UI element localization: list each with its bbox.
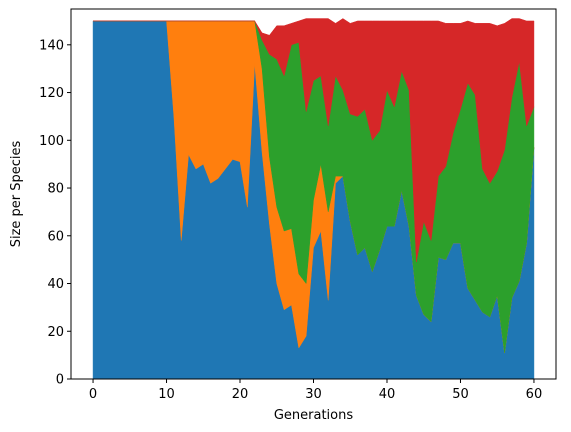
y-tick-label: 140: [39, 38, 64, 53]
x-tick-label: 20: [232, 387, 249, 402]
x-tick-label: 50: [452, 387, 469, 402]
y-tick-label: 20: [47, 325, 64, 340]
y-tick-label: 40: [47, 277, 64, 292]
y-tick-label: 120: [39, 86, 64, 101]
x-axis-ticks: 0 10 20 30 40 50 60: [89, 379, 542, 402]
x-tick-label: 10: [158, 387, 175, 402]
y-axis-label: Size per Species: [9, 140, 24, 247]
y-tick-label: 100: [39, 134, 64, 149]
x-tick-label: 0: [89, 387, 97, 402]
area-series-4: [93, 18, 535, 263]
area-series-group: [92, 18, 535, 380]
y-tick-label: 0: [56, 373, 64, 388]
y-axis-ticks: 0 20 40 60 80 100 120 140: [39, 38, 71, 388]
y-tick-label: 60: [47, 229, 64, 244]
x-tick-label: 40: [379, 387, 396, 402]
y-tick-label: 80: [47, 182, 64, 197]
x-axis-label: Generations: [274, 408, 354, 423]
x-tick-label: 30: [305, 387, 322, 402]
x-tick-label: 60: [526, 387, 543, 402]
